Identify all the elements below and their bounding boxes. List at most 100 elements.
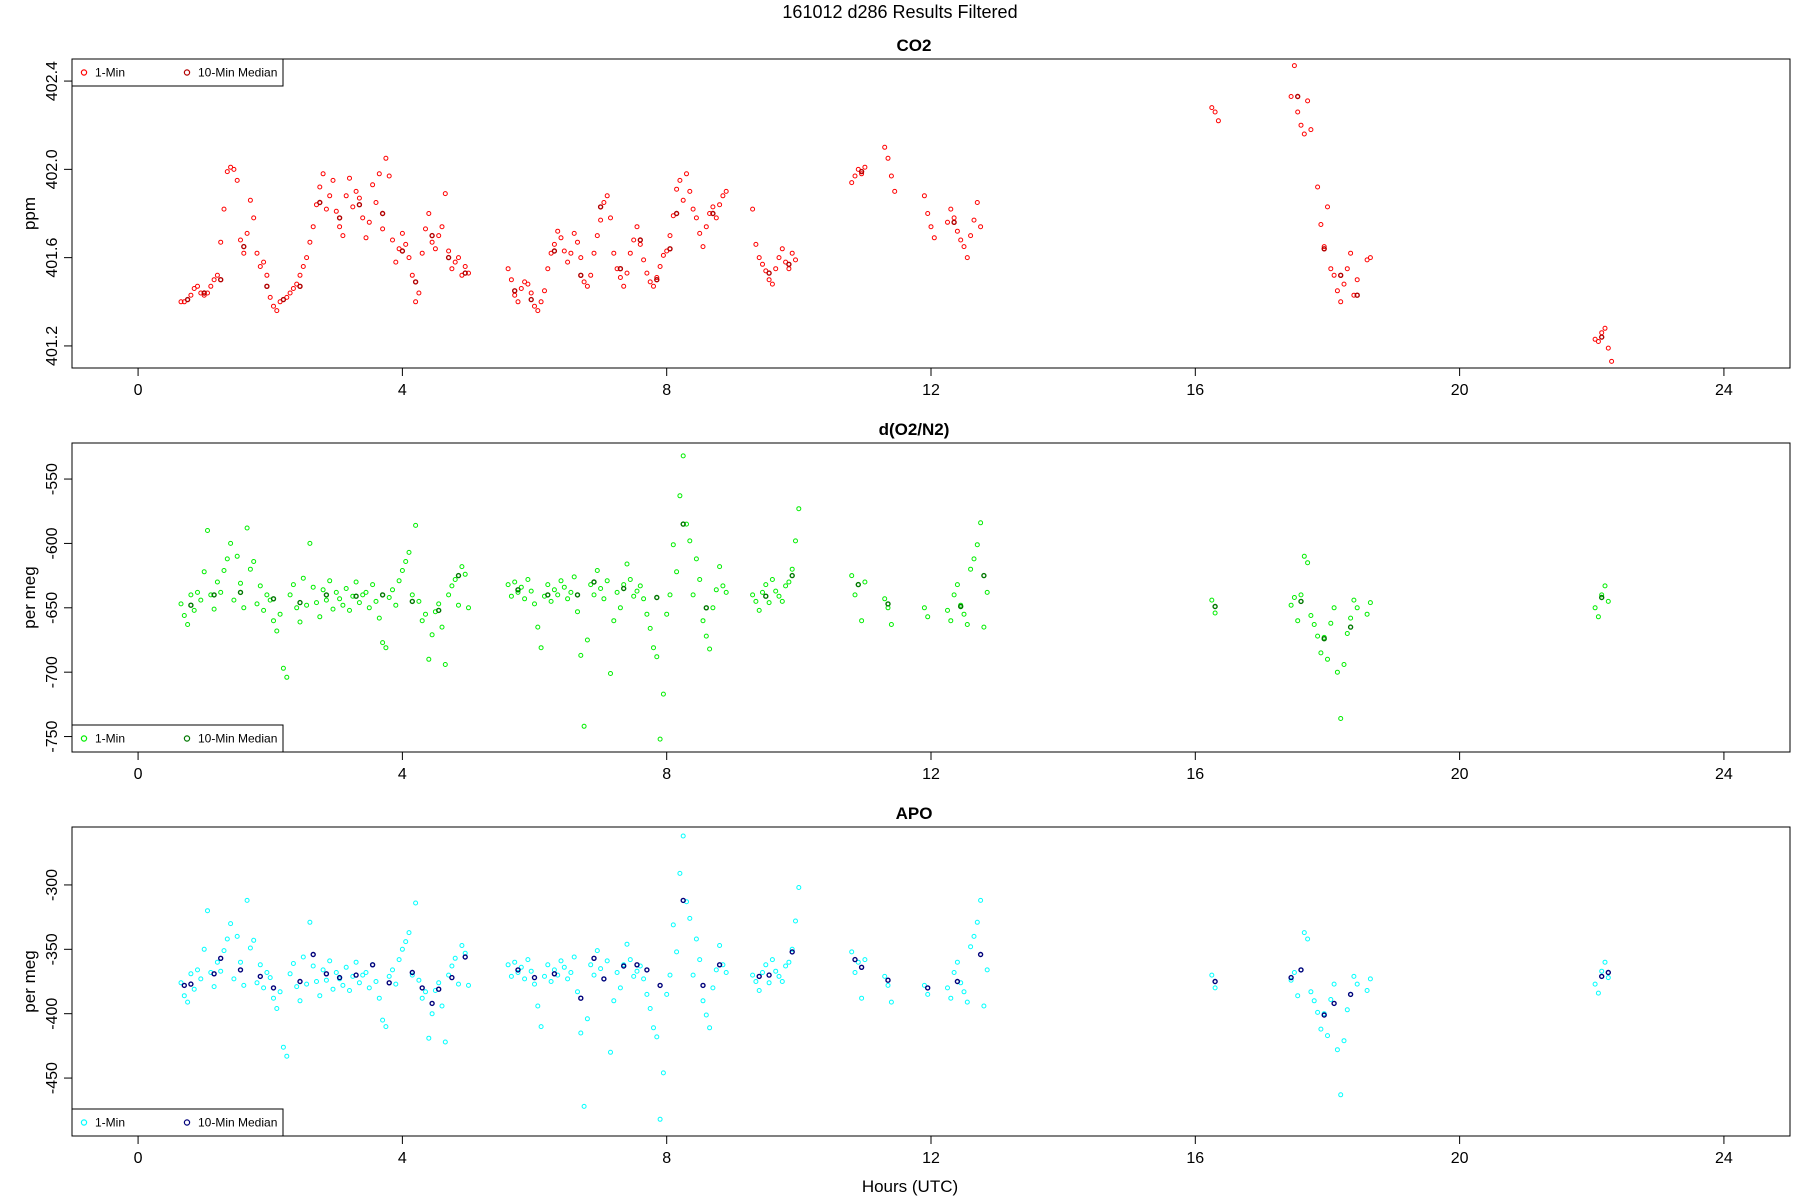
data-point (532, 303, 537, 309)
data-point (188, 292, 194, 298)
data-point (981, 572, 987, 579)
legend-box (71, 724, 284, 753)
chart-title: APO (896, 804, 933, 823)
data-point (244, 230, 250, 236)
data-point (323, 592, 330, 598)
data-point (512, 579, 518, 585)
data-point (641, 257, 647, 263)
data-point (720, 193, 726, 199)
data-point (654, 594, 660, 601)
data-point (644, 991, 650, 997)
data-point (360, 215, 366, 221)
data-point (343, 586, 349, 591)
data-point (961, 989, 967, 995)
data-point (505, 582, 511, 588)
data-point (717, 564, 723, 570)
x-tick-label: 24 (1715, 382, 1733, 399)
data-point (779, 598, 785, 604)
data-point (968, 233, 974, 239)
data-point (297, 272, 303, 278)
data-point (855, 959, 861, 965)
data-point (429, 1011, 435, 1017)
data-point (241, 243, 247, 250)
data-point (611, 250, 617, 256)
data-point (333, 208, 339, 214)
data-point (951, 592, 957, 598)
data-point (237, 967, 244, 973)
data-point (1301, 553, 1307, 559)
data-point (181, 982, 188, 989)
data-point (320, 967, 326, 973)
data-point (921, 605, 927, 611)
data-point (297, 998, 303, 1004)
data-point (958, 237, 964, 243)
data-point (347, 607, 352, 613)
data-point (343, 193, 349, 199)
data-point (588, 962, 594, 968)
data-point (1305, 560, 1311, 566)
data-point (766, 980, 772, 986)
data-point (568, 970, 574, 975)
series-1min (178, 833, 1611, 1122)
data-point (581, 1103, 587, 1109)
data-point (419, 618, 425, 624)
data-point (1318, 222, 1324, 227)
data-point (277, 611, 283, 617)
data-point (545, 592, 551, 598)
data-point (978, 897, 984, 903)
data-point (673, 210, 680, 217)
data-point (446, 972, 452, 978)
data-point (571, 574, 577, 580)
data-point (330, 606, 336, 612)
data-point (271, 995, 276, 1001)
data-point (1367, 600, 1373, 606)
data-point (578, 255, 584, 261)
data-point (466, 270, 471, 276)
data-point (284, 674, 290, 680)
data-point (217, 277, 224, 283)
data-point (690, 206, 696, 212)
data-point (1341, 281, 1347, 287)
data-point (1318, 1026, 1324, 1032)
data-point (971, 556, 977, 562)
data-point (591, 250, 597, 256)
x-tick-label: 24 (1715, 766, 1733, 783)
y-axis-label: ppm (20, 197, 39, 230)
data-point (300, 575, 306, 581)
x-tick-label: 24 (1715, 1150, 1733, 1167)
data-point (1609, 358, 1615, 364)
data-point (680, 897, 686, 904)
data-point (426, 1035, 432, 1041)
data-point (951, 219, 957, 226)
x-tick-label: 0 (134, 382, 143, 399)
data-point (205, 908, 210, 914)
y-tick-label: -450 (44, 1062, 61, 1094)
data-point (310, 963, 316, 969)
data-point (201, 292, 207, 298)
data-point (363, 589, 369, 595)
data-point (690, 972, 696, 978)
data-point (512, 288, 518, 294)
data-point (637, 583, 643, 589)
data-point (631, 237, 637, 243)
data-point (356, 600, 362, 606)
data-point (667, 233, 673, 239)
x-tick-label: 12 (922, 382, 940, 399)
data-point (1344, 266, 1350, 272)
data-point (789, 572, 795, 579)
data-point (684, 521, 689, 527)
data-point (776, 973, 782, 979)
plot-frame (71, 58, 1791, 369)
data-point (314, 600, 319, 606)
data-point (591, 955, 597, 961)
data-point (1367, 976, 1373, 982)
y-tick-label: 401.2 (44, 326, 61, 366)
data-point (327, 193, 333, 199)
data-point (294, 984, 300, 990)
data-point (340, 233, 346, 239)
data-point (670, 922, 676, 928)
data-point (436, 607, 442, 614)
x-tick-label: 4 (398, 766, 407, 783)
data-point (604, 193, 610, 199)
chart-panel: APO per meg 0 4 8 12 16 20 24 -300 -350 -400 -450 1-M… (20, 804, 1791, 1167)
